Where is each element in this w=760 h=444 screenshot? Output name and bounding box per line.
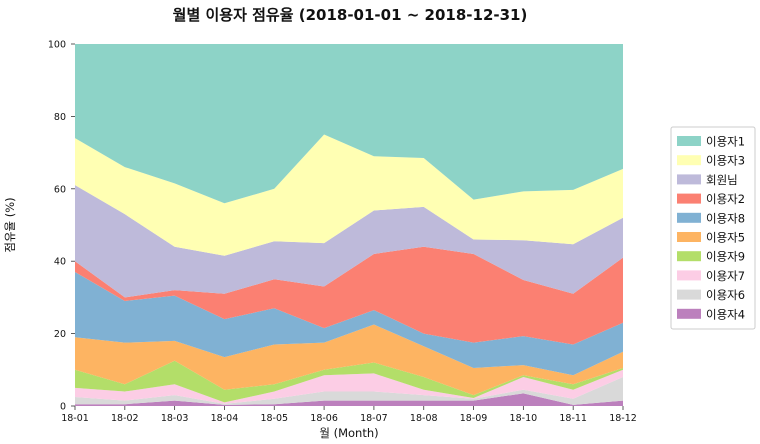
legend-swatch bbox=[677, 308, 701, 319]
chart-title: 월별 이용자 점유율 (2018-01-01 ~ 2018-12-31) bbox=[172, 6, 528, 24]
x-tick-label: 18-04 bbox=[211, 413, 239, 424]
legend-swatch bbox=[677, 232, 701, 242]
x-tick-label: 18-03 bbox=[161, 413, 189, 424]
x-tick-label: 18-09 bbox=[460, 413, 488, 424]
area-이용자3 bbox=[75, 134, 623, 256]
x-tick-label: 18-07 bbox=[360, 413, 388, 424]
x-tick-label: 18-05 bbox=[260, 413, 288, 424]
area-이용자9 bbox=[75, 360, 623, 403]
legend-label: 이용자8 bbox=[706, 211, 745, 225]
legend-label: 이용자2 bbox=[706, 192, 745, 206]
legend-label: 이용자6 bbox=[706, 288, 745, 302]
area-이용자8 bbox=[75, 272, 623, 376]
legend-swatch bbox=[677, 193, 701, 204]
area-이용자7 bbox=[75, 369, 623, 404]
x-tick-label: 18-01 bbox=[61, 413, 89, 424]
legend-swatch bbox=[677, 136, 701, 146]
legend-swatch bbox=[677, 212, 701, 223]
y-tick-label: 0 bbox=[60, 402, 66, 413]
y-axis-title: 점유율 (%) bbox=[3, 197, 17, 252]
legend-swatch bbox=[677, 155, 701, 166]
legend-swatch bbox=[677, 270, 701, 281]
legend-label: 이용자3 bbox=[706, 154, 745, 168]
y-tick-label: 60 bbox=[54, 184, 66, 195]
legend-label: 이용자1 bbox=[706, 135, 745, 149]
x-tick-label: 18-06 bbox=[310, 413, 338, 424]
x-axis-title: 월 (Month) bbox=[319, 426, 378, 440]
y-tick-label: 40 bbox=[54, 257, 66, 268]
legend-swatch bbox=[677, 251, 701, 262]
y-tick-label: 100 bbox=[48, 40, 66, 51]
area-이용자1 bbox=[75, 44, 623, 204]
y-tick-label: 20 bbox=[54, 329, 66, 340]
legend-swatch bbox=[677, 174, 701, 185]
y-tick-label: 80 bbox=[54, 112, 66, 123]
series-areas bbox=[75, 44, 623, 406]
x-tick-label: 18-10 bbox=[510, 413, 538, 424]
legend-swatch bbox=[677, 289, 701, 300]
legend-label: 이용자7 bbox=[706, 269, 745, 283]
x-tick-label: 18-02 bbox=[111, 413, 139, 424]
area-회원님 bbox=[75, 185, 623, 298]
area-이용자6 bbox=[75, 377, 623, 405]
axes: 18-01 18-02 18-03 18-04 18-05 18-06 18-07 18-08… bbox=[48, 40, 637, 425]
area-이용자4 bbox=[75, 393, 623, 406]
x-tick-label: 18-08 bbox=[410, 413, 438, 424]
area-이용자2 bbox=[75, 246, 623, 345]
legend-label: 이용자4 bbox=[706, 307, 745, 321]
legend-label: 회원님 bbox=[706, 173, 738, 187]
legend-label: 이용자9 bbox=[706, 250, 745, 264]
legend-label: 이용자5 bbox=[706, 231, 745, 245]
x-tick-label: 18-12 bbox=[609, 413, 637, 424]
area-이용자5 bbox=[75, 324, 623, 396]
x-tick-label: 18-11 bbox=[559, 413, 587, 424]
